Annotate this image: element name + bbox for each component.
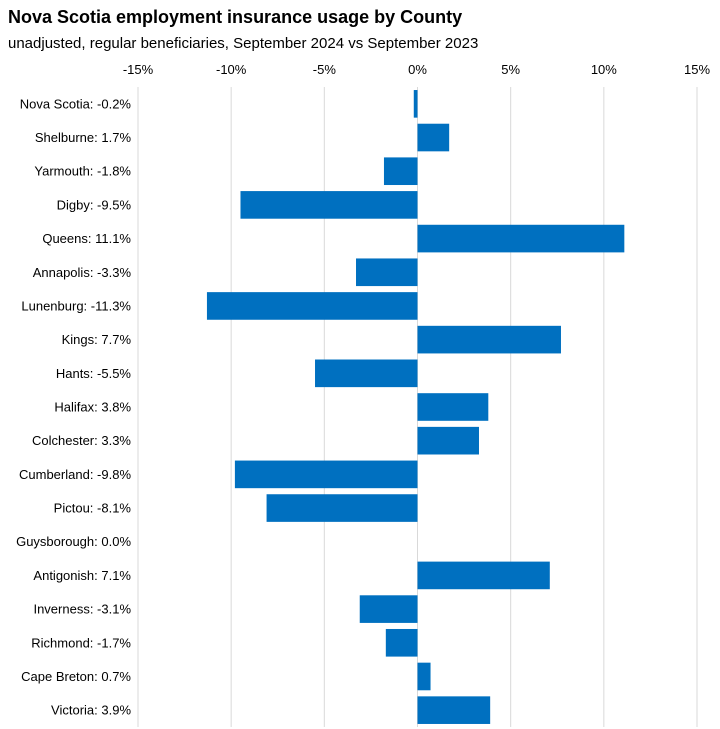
category-label: Yarmouth: -1.8% <box>34 164 131 179</box>
x-tick-label: 0% <box>408 62 427 77</box>
category-label: Cumberland: -9.8% <box>19 467 131 482</box>
category-label: Richmond: -1.7% <box>31 635 131 650</box>
bar <box>359 595 418 623</box>
bar <box>240 191 418 219</box>
category-label: Shelburne: 1.7% <box>35 130 132 145</box>
category-label: Halifax: 3.8% <box>54 400 131 415</box>
x-tick-label: -5% <box>313 62 337 77</box>
category-label: Digby: -9.5% <box>57 197 132 212</box>
x-tick-label: 15% <box>684 62 710 77</box>
category-label: Inverness: -3.1% <box>33 602 131 617</box>
bar <box>266 494 418 522</box>
category-label: Victoria: 3.9% <box>51 703 131 718</box>
bar <box>417 426 479 455</box>
bar <box>413 90 418 118</box>
category-label: Cape Breton: 0.7% <box>21 669 131 684</box>
x-axis-tick-labels: -15% -10% -5% 0% 5% 10% 15% <box>123 62 711 77</box>
bar <box>383 157 418 186</box>
category-label: Antigonish: 7.1% <box>33 568 131 583</box>
category-labels: Nova Scotia: -0.2% Shelburne: 1.7% Yarmout… <box>16 96 131 717</box>
bar <box>315 359 418 388</box>
bars <box>206 90 625 724</box>
chart-subtitle: unadjusted, regular beneficiaries, Septe… <box>8 35 479 52</box>
bar <box>417 393 489 421</box>
bar <box>417 123 450 152</box>
bar <box>206 292 418 320</box>
bar <box>234 460 418 489</box>
category-label: Pictou: -8.1% <box>54 501 132 516</box>
x-tick-label: 10% <box>591 62 617 77</box>
chart-title: Nova Scotia employment insurance usage b… <box>8 7 463 27</box>
bar <box>385 628 418 657</box>
category-label: Hants: -5.5% <box>56 366 132 381</box>
bar <box>417 696 491 724</box>
category-label: Nova Scotia: -0.2% <box>20 96 132 111</box>
category-label: Colchester: 3.3% <box>32 433 131 448</box>
x-tick-label: -15% <box>123 62 154 77</box>
x-tick-label: -10% <box>216 62 247 77</box>
bar <box>356 258 418 287</box>
category-label: Queens: 11.1% <box>42 231 131 246</box>
bar <box>417 662 431 691</box>
bar <box>417 325 561 354</box>
category-label: Kings: 7.7% <box>62 332 132 347</box>
category-label: Annapolis: -3.3% <box>33 265 132 280</box>
bar <box>417 561 550 590</box>
category-label: Lunenburg: -11.3% <box>21 298 131 313</box>
bar <box>417 224 625 253</box>
category-label: Guysborough: 0.0% <box>16 534 131 549</box>
x-tick-label: 5% <box>501 62 520 77</box>
